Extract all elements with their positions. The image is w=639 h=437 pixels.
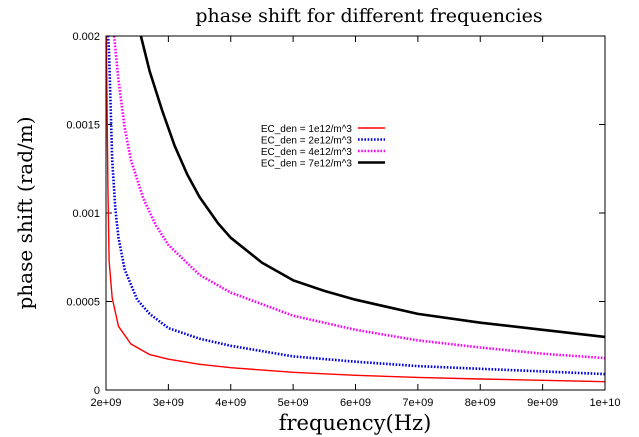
y-tick-label: 0.0005 bbox=[66, 297, 100, 309]
legend-label: EC_den = 2e12/m^3 bbox=[261, 136, 353, 147]
y-tick-label: 0.002 bbox=[72, 31, 100, 43]
legend-label: EC_den = 4e12/m^3 bbox=[261, 147, 353, 158]
y-axis-label: phase shift (rad/m) bbox=[13, 117, 37, 310]
x-tick-label: 5e+09 bbox=[278, 397, 309, 409]
x-tick-label: 4e+09 bbox=[215, 397, 246, 409]
series-line-1 bbox=[106, 36, 605, 383]
series-lines bbox=[106, 36, 605, 383]
legend-label: EC_den = 1e12/m^3 bbox=[261, 124, 353, 135]
series-line-3 bbox=[112, 36, 605, 360]
plot-frame bbox=[105, 35, 606, 391]
x-tick-label: 1e+10 bbox=[590, 397, 621, 409]
legend-label: EC_den = 7e12/m^3 bbox=[261, 159, 353, 170]
x-tick-label: 6e+09 bbox=[340, 397, 371, 409]
y-tick-label: 0 bbox=[94, 385, 100, 397]
x-tick-label: 8e+09 bbox=[465, 397, 496, 409]
y-tick-label: 0.001 bbox=[72, 208, 100, 220]
series-line-4 bbox=[139, 36, 605, 339]
axis-ticks: 2e+09 3e+09 4e+09 5e+09 6e+09 7e+09 8e+09 9e+09… bbox=[66, 31, 620, 409]
chart-title: phase shift for different frequencies bbox=[195, 5, 542, 27]
x-tick-label: 2e+09 bbox=[91, 397, 122, 409]
y-tick-label: 0.0015 bbox=[66, 120, 100, 132]
x-tick-label: 3e+09 bbox=[153, 397, 184, 409]
series-line-2 bbox=[106, 36, 605, 376]
x-tick-label: 9e+09 bbox=[527, 397, 558, 409]
x-tick-label: 7e+09 bbox=[402, 397, 433, 409]
x-axis-label: frequency(Hz) bbox=[279, 411, 432, 435]
legend: EC_den = 1e12/m^3EC_den = 2e12/m^3EC_den… bbox=[261, 124, 385, 170]
